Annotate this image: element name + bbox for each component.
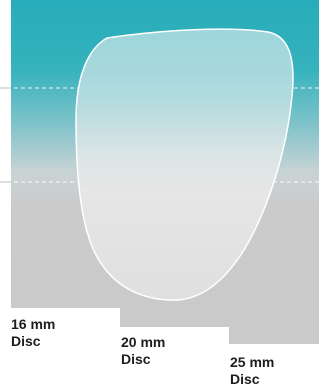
disc-word-25mm: Disc bbox=[230, 371, 260, 387]
disc-size-20mm: 20 mm bbox=[121, 334, 166, 350]
lens-shape bbox=[75, 28, 294, 301]
disc-word-20mm: Disc bbox=[121, 351, 151, 367]
disc-label-25mm: 25 mm Disc bbox=[230, 354, 274, 388]
disc-label-16mm: 16 mm Disc bbox=[11, 316, 55, 350]
disc-label-20mm: 20 mm Disc bbox=[121, 334, 165, 368]
disc-size-25mm: 25 mm bbox=[230, 354, 275, 370]
disc-size-16mm: 16 mm bbox=[11, 316, 56, 332]
disc-word-16mm: Disc bbox=[11, 333, 41, 349]
